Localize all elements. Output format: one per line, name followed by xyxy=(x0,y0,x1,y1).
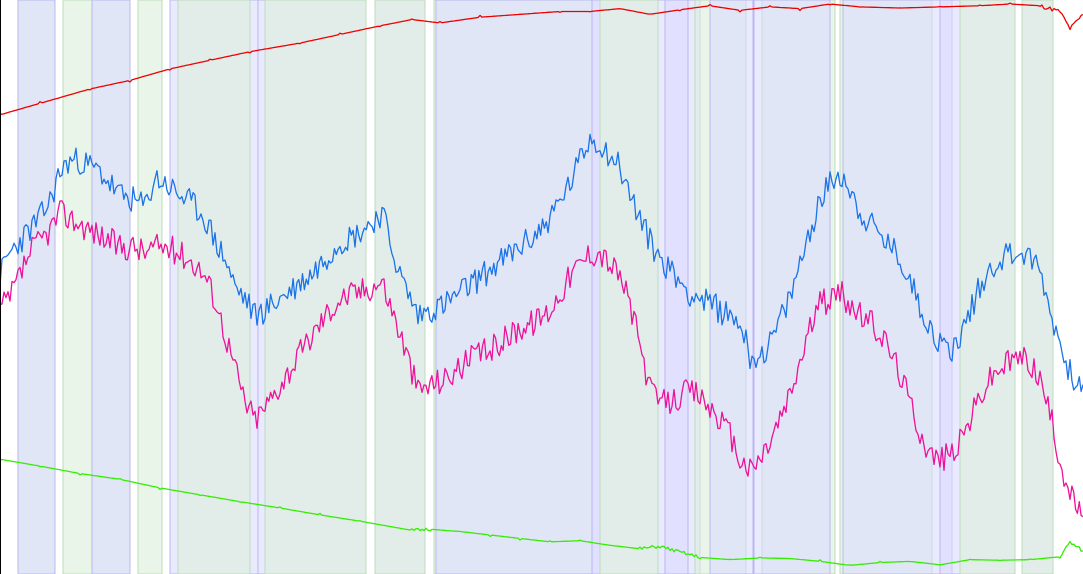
green-series-line xyxy=(0,458,1083,566)
green-band-8 xyxy=(264,0,367,574)
blue-band-17 xyxy=(709,0,754,574)
green-band-23 xyxy=(959,0,1016,574)
blue-band-21 xyxy=(842,0,953,574)
green-band-6 xyxy=(177,0,251,574)
red-series-line xyxy=(0,2,1083,115)
bands-layer xyxy=(17,0,1054,574)
magenta-series-line xyxy=(0,200,1083,518)
green-band-14 xyxy=(599,0,659,574)
blue-band-1 xyxy=(17,0,56,574)
green-band-4 xyxy=(137,0,163,574)
green-band-10 xyxy=(374,0,426,574)
blue-band-12 xyxy=(435,0,601,574)
blue-series-line xyxy=(0,133,1083,393)
blue-band-3 xyxy=(91,0,131,574)
blue-band-19 xyxy=(753,0,831,574)
green-band-25 xyxy=(1021,0,1054,574)
